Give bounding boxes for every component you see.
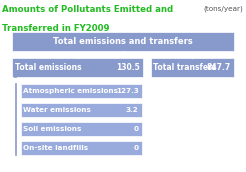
FancyBboxPatch shape <box>21 141 142 155</box>
Text: Transferred in FY2009: Transferred in FY2009 <box>2 24 110 33</box>
Text: Total emissions: Total emissions <box>15 63 81 72</box>
Text: Atmospheric emissions: Atmospheric emissions <box>23 88 118 94</box>
Text: (tons/year): (tons/year) <box>204 5 244 12</box>
Text: 130.5: 130.5 <box>116 63 140 72</box>
Text: Water emissions: Water emissions <box>23 107 91 113</box>
Text: Total emissions and transfers: Total emissions and transfers <box>53 37 193 46</box>
FancyBboxPatch shape <box>12 58 143 77</box>
FancyBboxPatch shape <box>21 84 142 98</box>
Text: Soil emissions: Soil emissions <box>23 126 81 132</box>
Text: 127.3: 127.3 <box>116 88 139 94</box>
Text: 3.2: 3.2 <box>126 107 139 113</box>
Text: Total transfers: Total transfers <box>153 63 216 72</box>
FancyBboxPatch shape <box>12 32 234 51</box>
FancyBboxPatch shape <box>21 122 142 136</box>
Text: Amounts of Pollutants Emitted and: Amounts of Pollutants Emitted and <box>2 5 174 14</box>
Text: 0: 0 <box>134 126 139 132</box>
Text: 0: 0 <box>134 145 139 151</box>
Text: On-site landfills: On-site landfills <box>23 145 88 151</box>
FancyBboxPatch shape <box>151 58 234 77</box>
Text: 847.7: 847.7 <box>206 63 230 72</box>
FancyBboxPatch shape <box>21 103 142 117</box>
